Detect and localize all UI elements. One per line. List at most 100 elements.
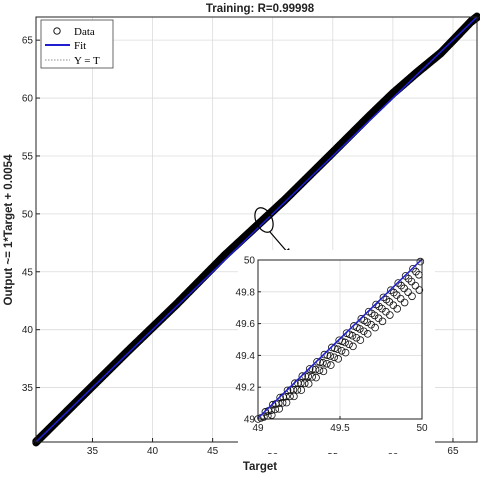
inset-y-ticks: 49 49.2 49.4 49.6 49.8 50	[236, 256, 261, 426]
inset-data-point	[356, 325, 364, 333]
inset-y-tick-label: 50	[244, 256, 256, 267]
inset-data-point	[386, 311, 394, 319]
inset-data-point	[415, 286, 424, 294]
inset-chart: 49 49.5 50 49 49.2 49.4 49.6 49.8 50	[236, 250, 435, 453]
inset-data-point	[397, 281, 405, 290]
inset-data-point	[401, 272, 410, 280]
inset-data-point	[416, 257, 425, 266]
inset-data-point	[282, 392, 290, 401]
inset-data-point	[286, 392, 294, 401]
y-tick-label: 65	[22, 36, 34, 47]
legend-yt-label: Y = T	[74, 55, 100, 67]
inset-data-point	[297, 386, 306, 394]
inset-data-point	[396, 294, 405, 303]
inset-data-point	[341, 338, 349, 347]
inset-data-point	[334, 355, 342, 363]
zoom-ellipse	[254, 207, 274, 233]
inset-data-point	[282, 398, 291, 407]
x-tick-label: 45	[207, 446, 219, 457]
inset-data-point	[363, 330, 372, 338]
inset-data-point	[370, 311, 379, 320]
data-series	[32, 12, 480, 447]
y-tick-label: 35	[22, 383, 34, 394]
inset-data-point	[407, 277, 416, 286]
inset-data-point	[327, 361, 335, 369]
y-axis-label: Output ~= 1*Target + 0.0054	[3, 154, 15, 306]
fit-line	[35, 16, 478, 443]
inset-data-point	[330, 353, 339, 362]
inset-x-tick-label: 49	[252, 423, 264, 434]
inset-data-point	[278, 399, 287, 407]
inset-data-point	[363, 318, 372, 326]
y-axis-ticks: 35 40 45 50 55 60 65	[22, 36, 40, 394]
y-tick-label: 45	[22, 267, 34, 278]
inset-y-tick-label: 49.8	[236, 287, 256, 298]
fit-line-path	[35, 16, 478, 443]
inset-data-point	[359, 327, 368, 336]
y-tick-label: 40	[22, 325, 34, 336]
x-axis-label: Target	[243, 461, 277, 473]
legend: Data Fit Y = T	[40, 19, 114, 69]
inset-data-point	[275, 405, 283, 413]
legend-data-marker	[53, 27, 61, 35]
inset-fit-lines	[257, 258, 423, 420]
inset-data-point	[300, 379, 309, 388]
inset-data-point	[349, 342, 357, 351]
inset-data-point	[327, 343, 336, 352]
inset-data-point	[408, 292, 416, 301]
inset-data-point	[319, 358, 327, 367]
inset-data-point	[333, 345, 342, 354]
inset-data-point	[345, 340, 353, 349]
inset-data-point	[315, 366, 324, 375]
inset-x-tick-label: 49.5	[330, 423, 350, 434]
inset-data-point	[411, 281, 420, 290]
inset-data-point	[308, 373, 316, 381]
inset-data-point	[261, 408, 270, 416]
chart-title: Training: R=0.99998	[206, 3, 315, 15]
inset-data-point	[304, 380, 313, 388]
inset-data-point	[268, 400, 277, 409]
y-tick-label: 50	[22, 209, 34, 220]
inset-data-point	[320, 350, 329, 359]
inset-data-series	[254, 257, 425, 423]
x-tick-label: 40	[147, 446, 159, 457]
inset-data-point	[326, 352, 335, 360]
inset-data-point	[304, 372, 312, 381]
inset-data-point	[400, 298, 409, 307]
inset-data-point	[404, 274, 413, 283]
inset-data-point	[305, 365, 314, 373]
inset-data-point	[371, 323, 379, 332]
inset-data-point	[290, 392, 298, 401]
inset-y-tick-label: 49.2	[236, 383, 256, 394]
inset-data-point	[330, 344, 339, 353]
inset-data-point	[293, 386, 302, 394]
inset-data-point	[313, 357, 321, 366]
inset-x-tick-label: 50	[416, 423, 428, 434]
inset-y-tick-label: 49	[244, 415, 256, 426]
inset-data-point	[378, 317, 387, 326]
inset-data-point	[400, 284, 408, 293]
inset-data-point	[352, 333, 361, 342]
inset-data-point	[337, 346, 346, 355]
inset-data-point	[409, 264, 417, 273]
y-tick-label: 60	[22, 94, 34, 105]
inset-data-point	[367, 320, 375, 329]
inset-data-point	[404, 288, 412, 296]
inset-data-point	[356, 336, 365, 344]
inset-data-point	[274, 399, 283, 408]
inset-data-point	[312, 373, 320, 382]
inset-y-tick-label: 49.4	[236, 351, 256, 362]
inset-data-point	[341, 348, 350, 357]
x-tick-label: 65	[447, 446, 459, 457]
y-tick-label: 55	[22, 151, 34, 162]
inset-data-point	[323, 359, 331, 368]
x-tick-label: 35	[87, 446, 99, 457]
inset-data-point	[393, 305, 402, 313]
legend-data-label: Data	[74, 26, 95, 38]
inset-data-point	[276, 393, 284, 402]
inset-data-point	[311, 365, 320, 374]
inset-data-point	[348, 331, 357, 340]
legend-fit-label: Fit	[74, 40, 86, 52]
inset-y-tick-label: 49.6	[236, 319, 256, 330]
